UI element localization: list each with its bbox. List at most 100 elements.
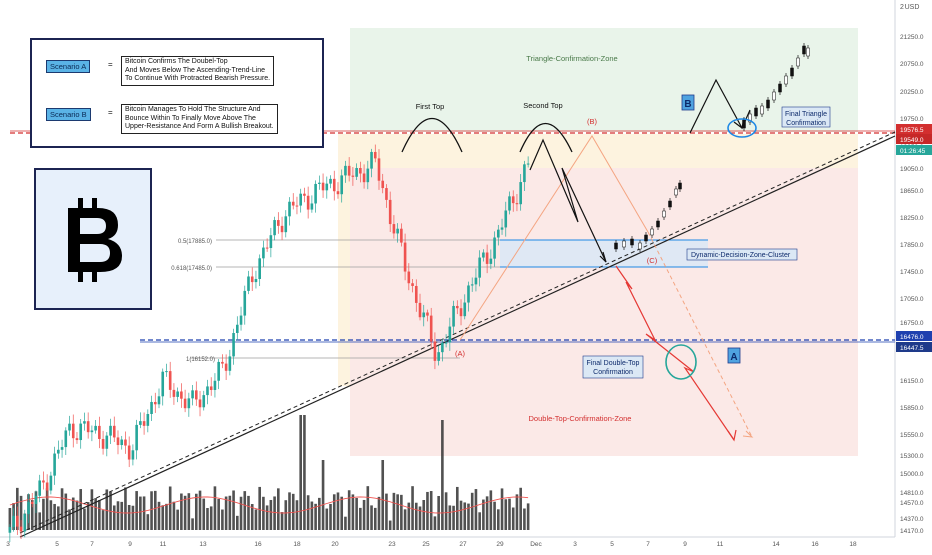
volume-bar — [366, 486, 370, 530]
projection-candle-body — [772, 91, 776, 101]
date-tick-label: 18 — [849, 541, 857, 548]
price-tick-label: 14370.0 — [900, 516, 924, 523]
volume-bar — [407, 502, 411, 530]
projection-dashed-down — [647, 231, 753, 438]
candle-body — [392, 224, 396, 234]
candle-body — [504, 210, 508, 228]
price-tick-label: 20250.0 — [900, 89, 924, 96]
date-tick-label: 9 — [683, 541, 687, 548]
candle-body — [500, 227, 504, 230]
projection-candle-body — [748, 113, 752, 123]
volume-bar — [247, 495, 250, 530]
candle-body — [523, 164, 526, 183]
candle-body — [213, 380, 217, 390]
final-double-top-box — [582, 355, 644, 379]
volume-bar — [180, 493, 183, 530]
volume-bar — [441, 420, 444, 530]
triangle-confirmation-ellipse — [727, 118, 757, 138]
final-double-top-label-line1: Final Double-Top — [587, 360, 640, 367]
final-triangle-box — [781, 106, 831, 128]
projection-candle-body — [638, 242, 642, 250]
volume-bar — [314, 503, 317, 530]
volume-bar — [57, 506, 60, 530]
volume-bar — [165, 503, 168, 530]
volume-bar — [277, 488, 280, 530]
scenario-a-text: Bitcoin Confirms The Doubel-Top And Move… — [121, 56, 275, 86]
volume-bar — [295, 500, 299, 530]
volume-bar — [511, 507, 515, 530]
candle-body — [351, 175, 355, 177]
volume-bar — [467, 503, 470, 530]
candle-body — [247, 276, 250, 291]
candle-body — [437, 352, 440, 361]
candle-body — [418, 302, 422, 318]
date-tick-label: 11 — [160, 541, 167, 548]
price-tick-label: 15550.0 — [900, 432, 924, 439]
candle-body — [467, 285, 470, 303]
volume-bar — [303, 415, 306, 530]
volume-bar — [347, 490, 351, 530]
date-tick-label: 11 — [717, 541, 724, 548]
price-tick-label: 16750.0 — [900, 320, 924, 327]
volume-bar — [482, 499, 485, 530]
date-tick-label: 16 — [811, 541, 819, 548]
candle-body — [194, 390, 198, 400]
projection-candle-body — [650, 228, 654, 236]
candle-body — [131, 450, 135, 460]
second-top-arc — [519, 123, 573, 153]
candle-body — [370, 151, 373, 169]
volume-bar — [172, 501, 176, 530]
candle-body — [150, 401, 153, 414]
volume-bar — [191, 518, 194, 530]
volume-bar — [250, 504, 254, 530]
projection-candle-body — [766, 99, 770, 109]
volume-bar — [209, 506, 213, 530]
projection-candle-body — [806, 47, 810, 57]
first-top-label: First Top — [416, 102, 445, 111]
second-top-label: Second Top — [523, 101, 562, 110]
price-tick-label: 17450.0 — [900, 269, 924, 276]
volume-bar — [351, 494, 355, 530]
volume-bar — [161, 505, 165, 530]
double-top-confirmation-ellipse — [665, 344, 697, 380]
volume-bar — [98, 500, 101, 530]
volume-bar — [306, 495, 310, 530]
volume-bar — [444, 492, 448, 530]
volume-bar — [224, 496, 228, 530]
volume-bar — [332, 494, 336, 530]
price-badge-bg — [896, 145, 932, 155]
candle-body — [291, 201, 295, 206]
candle-body — [258, 258, 261, 279]
volume-bar — [150, 491, 153, 530]
candle-body — [288, 201, 291, 217]
volume-bar — [388, 520, 392, 530]
candle-body — [459, 308, 463, 317]
date-tick-label: 16 — [254, 541, 262, 548]
candle-body — [64, 430, 68, 448]
candle-body — [183, 398, 187, 409]
candle-body — [265, 247, 269, 249]
marker-b: B — [684, 99, 691, 110]
volume-bar — [414, 502, 418, 530]
candle-body — [101, 438, 105, 449]
volume-bar — [8, 508, 12, 530]
price-badge-bg — [896, 124, 932, 134]
date-tick-label: 5 — [55, 541, 59, 548]
candle-body — [385, 188, 388, 200]
candle-body — [325, 183, 329, 191]
volume-bar — [478, 512, 481, 530]
bitcoin-logo-panel — [34, 168, 152, 310]
point-a-label: (A) — [455, 349, 466, 358]
marker-a: A — [730, 352, 737, 363]
candle-body — [515, 203, 519, 205]
price-tick-label: 14570.0 — [900, 500, 924, 507]
volume-bar — [377, 496, 381, 530]
projection-candle-body — [668, 200, 672, 208]
candle-body — [362, 173, 366, 183]
pre-zone-area-lower — [338, 280, 350, 386]
volume-bar — [392, 492, 396, 530]
date-tick-label: 3 — [573, 541, 577, 548]
volume-bar — [403, 509, 407, 530]
